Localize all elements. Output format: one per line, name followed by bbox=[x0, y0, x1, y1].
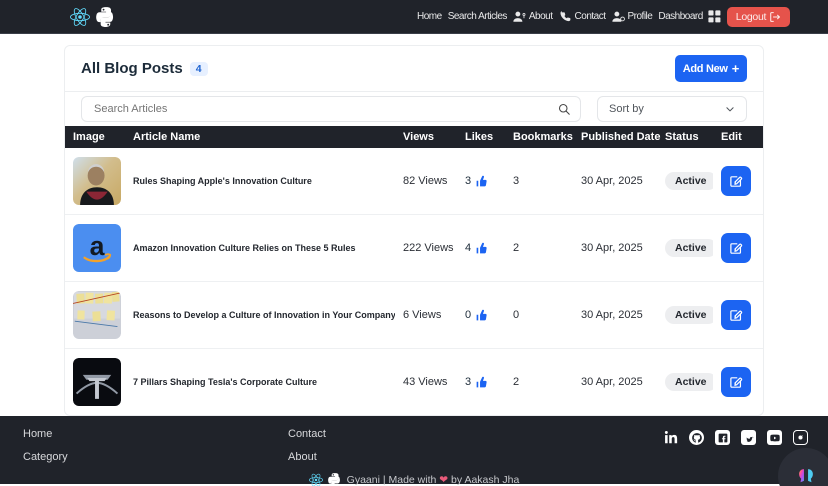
svg-text:a: a bbox=[90, 231, 105, 261]
